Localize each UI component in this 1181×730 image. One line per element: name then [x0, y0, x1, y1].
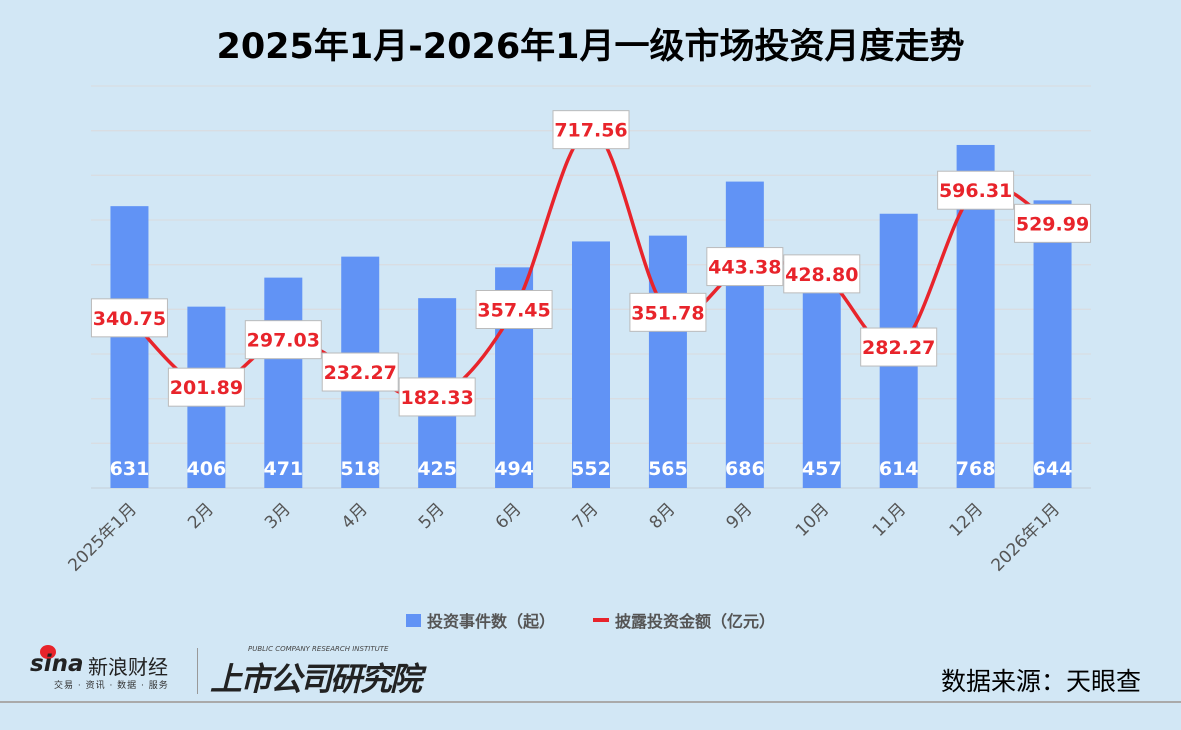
sina-eye-icon [40, 645, 56, 659]
bar [264, 277, 303, 488]
sina-finance-logo: sina 新浪财经 交易 · 资讯 · 数据 · 服务 [30, 645, 190, 695]
x-tick-label: 11月 [869, 499, 910, 540]
sina-wordmark: sina [30, 651, 84, 677]
line-value-box [783, 254, 861, 294]
line-value-box [860, 327, 938, 367]
line-value-label: 282.27 [862, 337, 935, 359]
bar-value-label: 518 [340, 458, 380, 480]
x-tick-label: 3月 [261, 499, 295, 533]
bar-value-label: 686 [725, 458, 765, 480]
bar [725, 181, 764, 488]
bar [802, 283, 841, 488]
line-value-box [706, 247, 784, 287]
line-value-label: 357.45 [477, 299, 550, 321]
x-tick-label: 2025年1月 [65, 499, 141, 575]
line-value-label: 297.03 [247, 330, 320, 352]
bar-value-label: 425 [417, 458, 457, 480]
institute-en: PUBLIC COMPANY RESEARCH INSTITUTE [248, 645, 389, 653]
x-tick-label: 7月 [569, 499, 603, 533]
chart: 631 406 471 518 425 494 552 565 686 457 614 768 644 … [65, 85, 1092, 576]
x-tick-label: 12月 [946, 499, 987, 540]
bar-value-label: 457 [802, 458, 842, 480]
legend-line-swatch [593, 618, 609, 622]
line-value-box [552, 110, 630, 150]
line-value-label: 232.27 [324, 362, 397, 384]
line-value-label: 340.75 [93, 308, 166, 330]
x-tick-label: 6月 [492, 499, 526, 533]
line-value-box [321, 352, 399, 392]
line-value-label: 182.33 [400, 387, 473, 409]
bar-value-label: 768 [956, 458, 996, 480]
sina-tagline: 交易 · 资讯 · 数据 · 服务 [54, 681, 169, 691]
x-tick-label: 5月 [415, 499, 449, 533]
legend-bar-swatch [405, 613, 421, 627]
logo-divider [197, 648, 198, 694]
x-tick-label: 2026年1月 [988, 499, 1064, 575]
legend-item-bar[interactable]: 投资事件数（起） [405, 608, 555, 632]
bar-value-label: 565 [648, 458, 688, 480]
line-value-box [475, 289, 553, 329]
line-value-label: 443.38 [708, 257, 781, 279]
line-value-box [167, 367, 245, 407]
x-tick-label: 9月 [723, 499, 757, 533]
bar-value-label: 614 [879, 458, 919, 480]
institute-cn: 上市公司研究院 [210, 660, 422, 698]
bar-value-label: 552 [571, 458, 611, 480]
bar-value-label: 631 [110, 458, 150, 480]
line-value-label: 717.56 [554, 120, 627, 142]
legend-item-line[interactable]: 披露投资金额（亿元） [593, 608, 775, 632]
x-tick-label: 4月 [338, 499, 372, 533]
bar-value-label: 406 [187, 458, 227, 480]
line-value-label: 201.89 [170, 377, 243, 399]
footer-divider [0, 701, 1181, 703]
data-source: 数据来源：天眼查 [940, 667, 1141, 696]
x-tick-label: 2月 [184, 499, 218, 533]
bar-value-label: 494 [494, 458, 534, 480]
legend: 投资事件数（起） 披露投资金额（亿元） [0, 608, 1181, 632]
bar [1033, 200, 1072, 488]
bar [572, 241, 610, 488]
x-tick-label: 8月 [646, 499, 680, 533]
legend-label: 披露投资金额（亿元） [615, 612, 776, 631]
chart-title: 2025年1月-2026年1月一级市场投资月度走势 [216, 27, 965, 67]
bar [110, 206, 149, 489]
line-value-box [937, 170, 1015, 210]
line-value-box [629, 292, 707, 332]
line-value-box [90, 298, 168, 338]
line-value-label: 428.80 [785, 264, 858, 286]
bar [648, 235, 687, 488]
x-tick-label: 10月 [792, 499, 833, 540]
legend-label: 投资事件数（起） [426, 612, 555, 631]
line-value-box [1014, 203, 1092, 243]
line-value-box [244, 320, 322, 360]
bar-value-label: 471 [263, 458, 303, 480]
bar-value-label: 644 [1033, 458, 1073, 480]
sina-name: 新浪财经 [88, 655, 168, 679]
line-value-label: 351.78 [631, 302, 704, 324]
line-value-label: 596.31 [939, 180, 1012, 202]
line-value-box [398, 377, 476, 417]
line-value-label: 529.99 [1016, 213, 1089, 235]
